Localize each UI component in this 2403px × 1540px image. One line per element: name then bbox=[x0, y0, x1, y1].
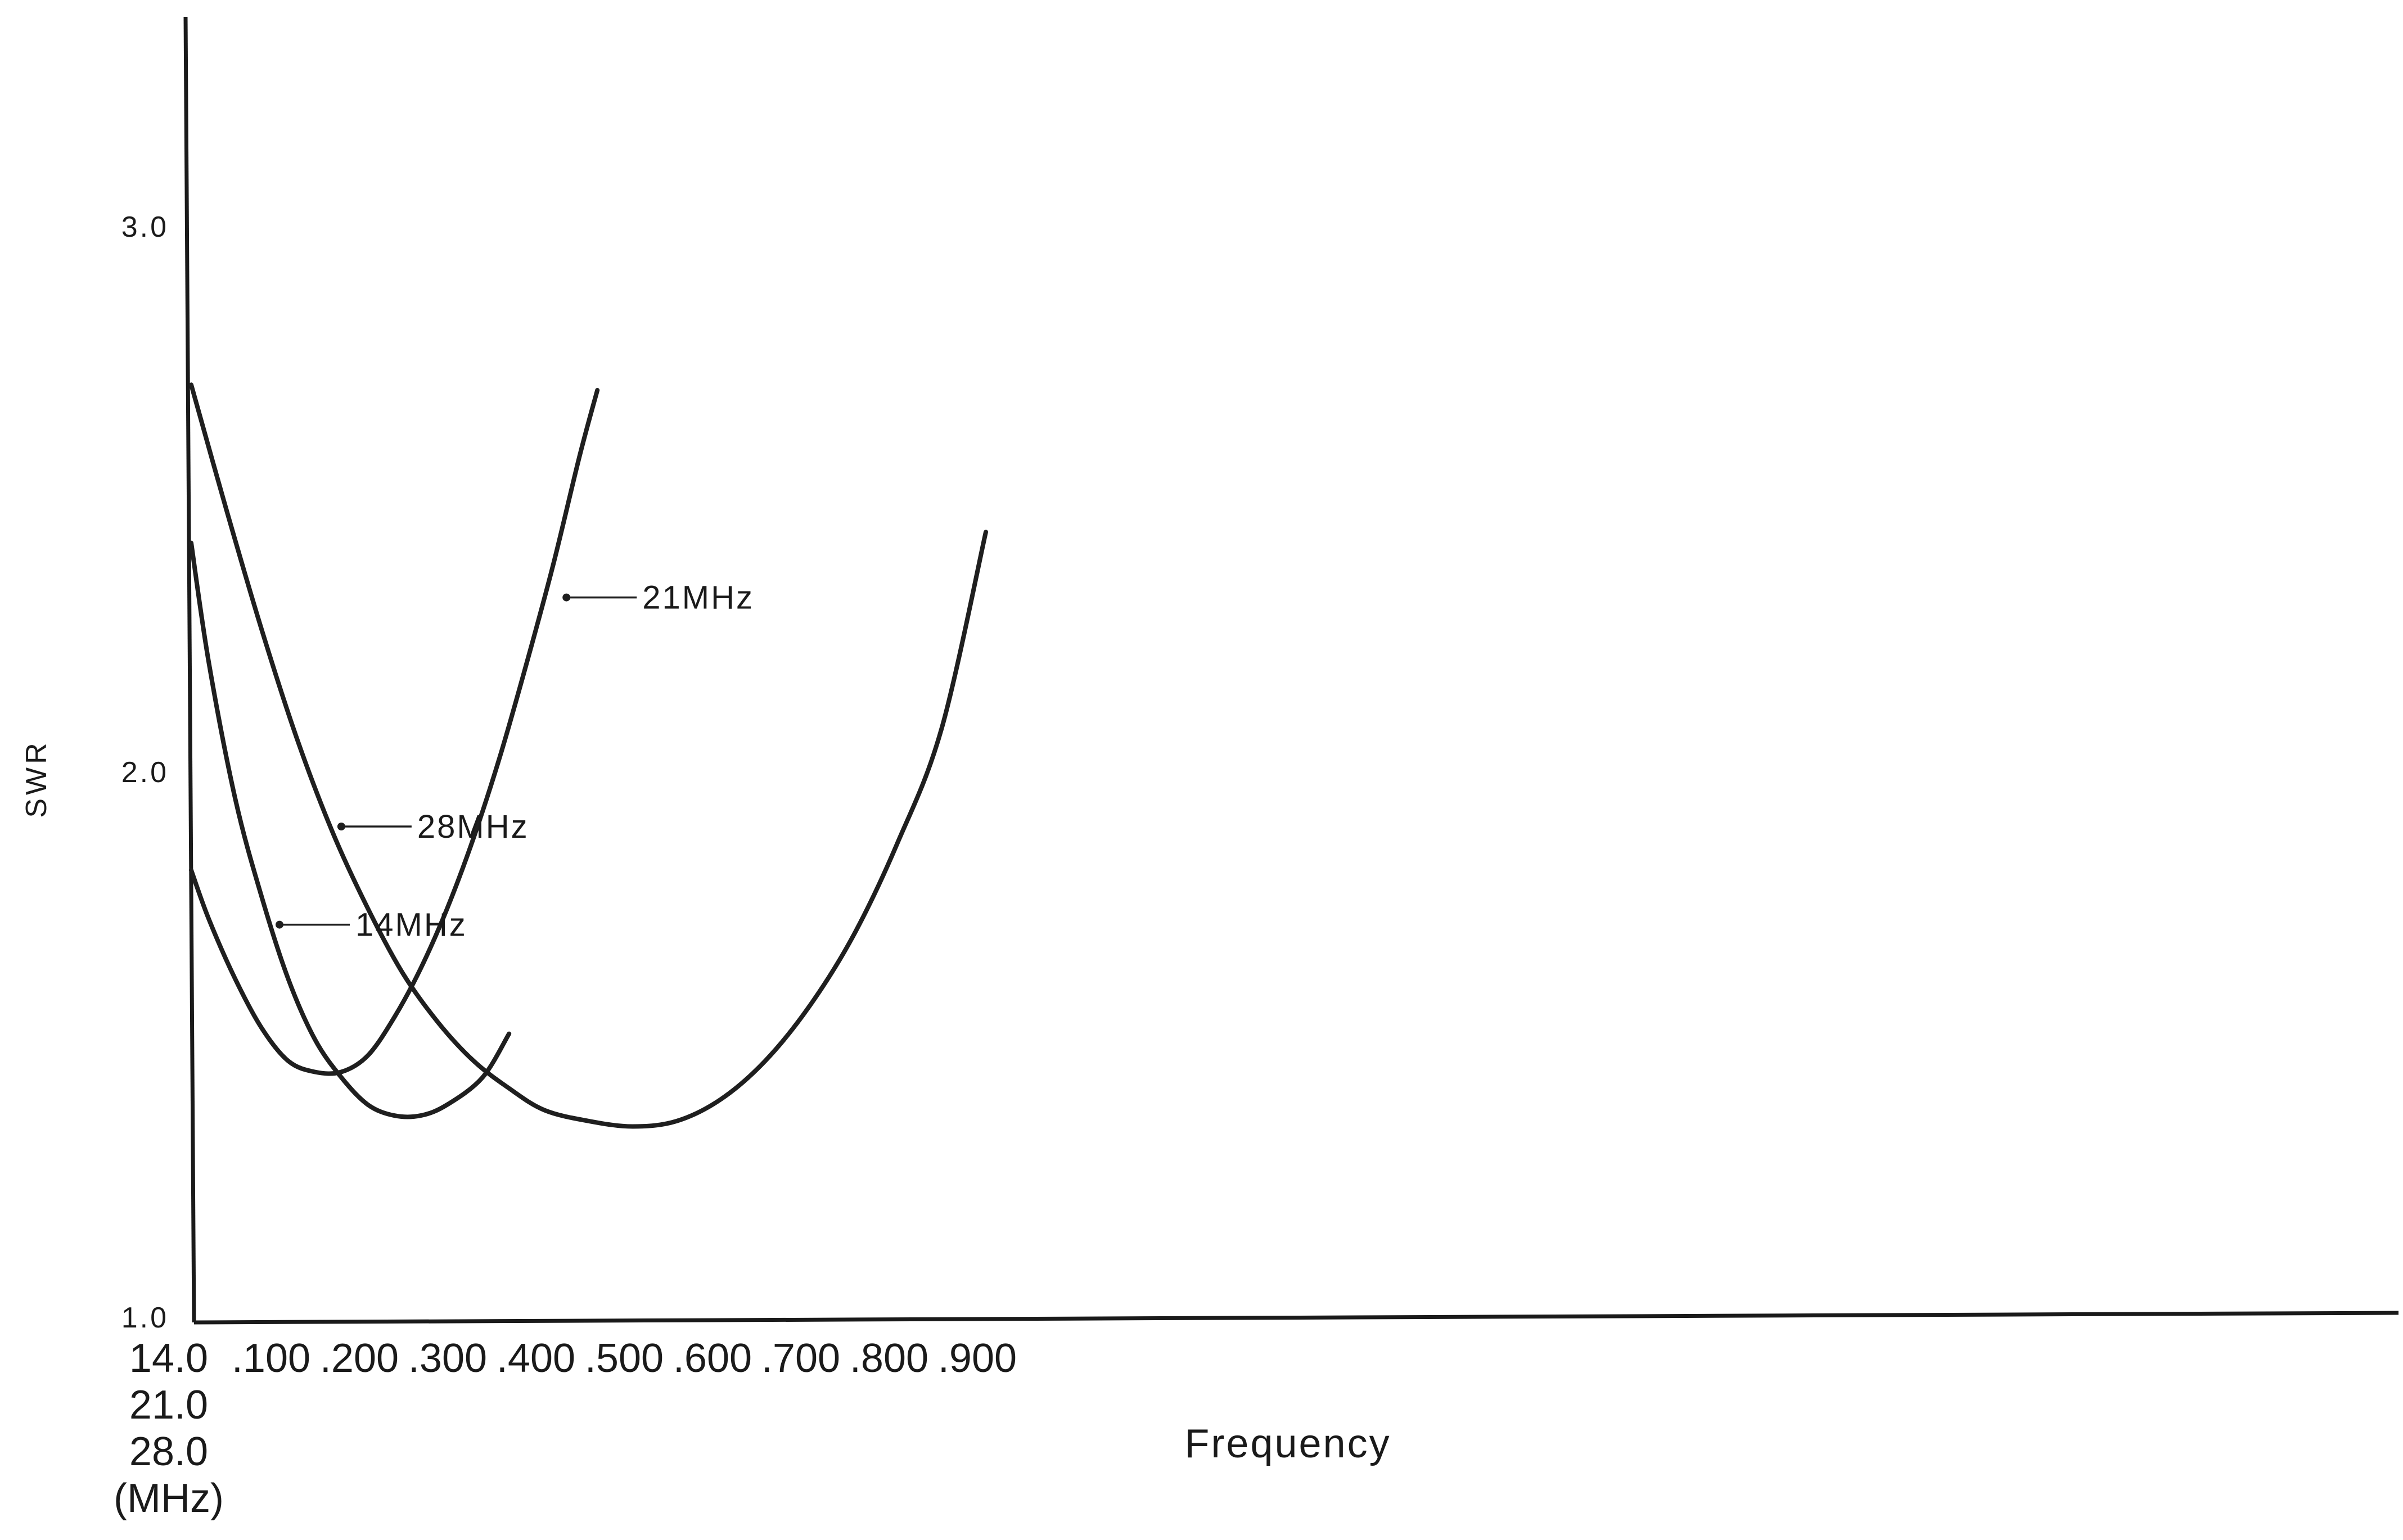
x-tick-label: .100 bbox=[232, 1336, 310, 1381]
series-label-28mhz: 28MHz bbox=[417, 809, 529, 845]
x-tick-label: .600 bbox=[673, 1336, 752, 1381]
x-tick-labels: .100.200.300.400.500.600.700.800.900 bbox=[232, 1336, 1017, 1381]
axes bbox=[183, 16, 2399, 1325]
x-base-label: (MHz) bbox=[114, 1476, 224, 1521]
x-axis-title: Frequency bbox=[1184, 1421, 1391, 1466]
x-base-labels: 14.021.028.0(MHz) bbox=[114, 1336, 224, 1521]
x-base-label: 28.0 bbox=[129, 1429, 208, 1474]
series-label-21mhz: 21MHz bbox=[642, 580, 754, 616]
series-line-21mhz bbox=[189, 388, 600, 1076]
y-tick-labels: 1.0 2.0 3.0 bbox=[121, 211, 169, 1334]
series-line-28mhz bbox=[189, 382, 988, 1129]
series-labels: 14MHz 21MHz 28MHz bbox=[276, 580, 754, 943]
x-tick-label: .300 bbox=[408, 1336, 487, 1381]
x-tick-label: .800 bbox=[850, 1336, 928, 1381]
x-tick-label: .900 bbox=[938, 1336, 1017, 1381]
x-tick-label: .200 bbox=[320, 1336, 399, 1381]
x-axis-line bbox=[193, 1311, 2399, 1325]
y-tick-label: 2.0 bbox=[121, 756, 169, 789]
x-base-label: 21.0 bbox=[129, 1383, 208, 1428]
y-axis-line bbox=[183, 16, 196, 1323]
y-tick-label: 3.0 bbox=[121, 211, 169, 243]
x-base-label: 14.0 bbox=[129, 1336, 208, 1381]
y-axis-title: SWR bbox=[20, 739, 53, 818]
series-label-14mhz: 14MHz bbox=[355, 907, 467, 943]
y-tick-label: 1.0 bbox=[121, 1302, 169, 1334]
series-layer bbox=[189, 382, 988, 1129]
series-line-14mhz bbox=[189, 540, 512, 1119]
x-tick-label: .700 bbox=[761, 1336, 840, 1381]
x-tick-label: .500 bbox=[585, 1336, 664, 1381]
x-tick-label: .400 bbox=[497, 1336, 575, 1381]
